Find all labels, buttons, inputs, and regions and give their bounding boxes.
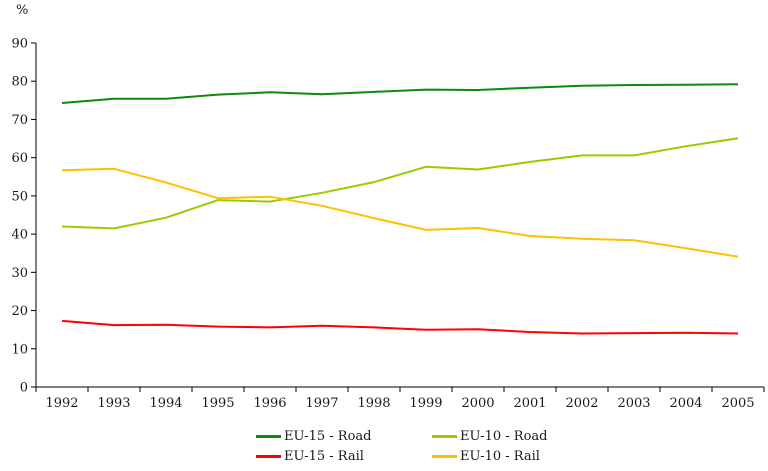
legend-swatch-eu-10-road <box>432 435 457 438</box>
x-tick-label: 2004 <box>669 396 702 411</box>
legend-label: EU-10 - Rail <box>460 449 540 464</box>
legend-item-eu-10-rail: EU-10 - Rail <box>432 448 548 465</box>
x-tick-label: 1998 <box>357 396 390 411</box>
legend-item-eu-10-road: EU-10 - Road <box>432 428 548 445</box>
y-axis-unit-label: % <box>16 3 29 18</box>
legend-label: EU-15 - Road <box>284 429 372 444</box>
y-tick-label: 10 <box>11 342 28 357</box>
x-tick-label: 1992 <box>45 396 78 411</box>
x-tick-label: 2000 <box>461 396 494 411</box>
x-tick-label: 1995 <box>201 396 234 411</box>
series-line-eu-15-road <box>61 83 739 104</box>
legend-label: EU-15 - Rail <box>284 449 364 464</box>
x-tick-label: 2001 <box>513 396 546 411</box>
y-tick-label: 90 <box>11 37 28 52</box>
x-tick-label: 1993 <box>97 396 130 411</box>
legend-swatch-eu-15-rail <box>256 455 281 458</box>
x-tick-label: 2003 <box>617 396 650 411</box>
y-tick-label: 0 <box>20 381 28 396</box>
x-tick-label: 1994 <box>149 396 182 411</box>
legend-swatch-eu-15-road <box>256 435 281 438</box>
y-tick-label: 30 <box>11 266 28 281</box>
legend-label: EU-10 - Road <box>460 429 548 444</box>
y-tick-label: 40 <box>11 228 28 243</box>
chart-legend: EU-15 - Road EU-10 - Road EU-15 - Rail EU-1… <box>256 428 548 465</box>
y-tick-label: 20 <box>11 304 28 319</box>
y-tick-label: 80 <box>11 75 28 90</box>
x-tick-label: 2005 <box>721 396 754 411</box>
y-tick-label: 60 <box>11 151 28 166</box>
x-tick-label: 1999 <box>409 396 442 411</box>
series-line-eu-10-road <box>61 137 739 230</box>
legend-item-eu-15-road: EU-15 - Road <box>256 428 432 445</box>
x-tick-label: 1996 <box>253 396 286 411</box>
series-line-eu-15-rail <box>61 319 739 335</box>
y-tick-label: 70 <box>11 113 28 128</box>
y-tick-label: 50 <box>11 189 28 204</box>
x-tick-label: 1997 <box>305 396 338 411</box>
legend-swatch-eu-10-rail <box>432 455 457 458</box>
series-line-eu-10-rail <box>61 167 739 258</box>
legend-item-eu-15-rail: EU-15 - Rail <box>256 448 432 465</box>
x-tick-label: 2002 <box>565 396 598 411</box>
plot-area: 0 10 20 30 40 50 60 70 80 90 1992 1993 1994 1995 1996 1… <box>11 37 765 411</box>
